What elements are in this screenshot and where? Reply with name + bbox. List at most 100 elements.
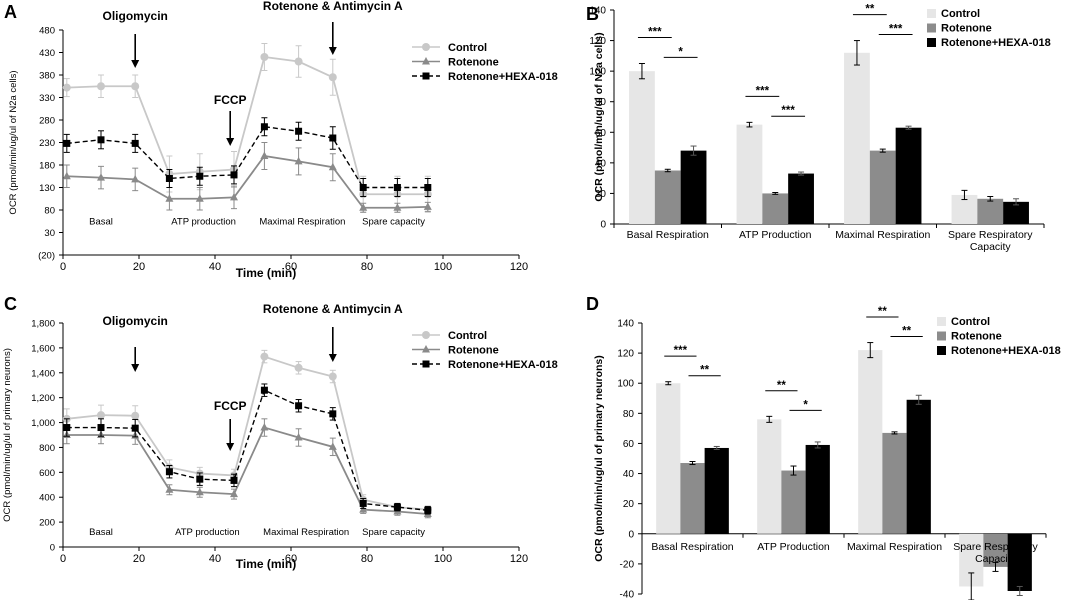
data-point bbox=[195, 487, 204, 496]
y-axis-label: OCR (pmol/min/ug/ul of N2a cells) bbox=[593, 32, 605, 201]
x-tick-label: 100 bbox=[434, 261, 452, 273]
legend-label: Control bbox=[941, 8, 980, 20]
x-tick-label: 40 bbox=[209, 553, 221, 565]
annotation-label: Oligomycin bbox=[103, 314, 168, 328]
bar bbox=[1007, 533, 1032, 591]
series-rotenone-hexa-018 bbox=[680, 125, 1029, 224]
significance-label: ** bbox=[878, 306, 887, 318]
data-point bbox=[131, 411, 140, 420]
legend-label: Rotenone bbox=[448, 345, 499, 357]
y-tick-label: 130 bbox=[39, 183, 55, 194]
annotation-label: FCCP bbox=[214, 399, 247, 413]
category-label: Maximal Respiration bbox=[847, 541, 942, 553]
arrow-head bbox=[226, 138, 235, 146]
annotation-label: FCCP bbox=[214, 93, 247, 107]
arrow-head bbox=[131, 60, 140, 68]
series-control bbox=[629, 40, 978, 225]
series-control bbox=[62, 349, 432, 514]
y-axis-label: OCR (pmol/min/ug/ul of primary neurons) bbox=[2, 348, 13, 522]
data-point bbox=[260, 53, 269, 61]
bar bbox=[781, 470, 806, 534]
legend-label: Rotenone+HEXA-018 bbox=[951, 345, 1061, 357]
y-tick-label: 80 bbox=[623, 409, 635, 420]
category-label: Capacity bbox=[970, 241, 1012, 253]
data-point bbox=[359, 499, 367, 507]
data-point bbox=[97, 82, 105, 91]
category-label: Basal Respiration bbox=[651, 541, 733, 553]
data-point bbox=[165, 175, 173, 182]
x-tick-label: 120 bbox=[510, 553, 528, 565]
significance-label: *** bbox=[781, 105, 795, 117]
data-point bbox=[260, 123, 268, 131]
bar bbox=[983, 533, 1008, 567]
data-point bbox=[328, 442, 337, 450]
y-tick-label: 20 bbox=[623, 499, 635, 510]
legend-label: Control bbox=[448, 330, 487, 342]
series-line bbox=[66, 355, 428, 511]
series-line bbox=[66, 389, 428, 511]
y-axis-label: OCR (pmol/min/ug/ul of N2a cells) bbox=[8, 70, 19, 214]
legend-label: Rotenone+HEXA-018 bbox=[448, 71, 558, 83]
significance-label: ** bbox=[865, 4, 874, 16]
legend-label: Rotenone bbox=[951, 331, 1002, 343]
legend-swatch bbox=[937, 331, 946, 341]
data-point bbox=[195, 194, 204, 202]
y-tick-label: 230 bbox=[39, 138, 55, 149]
data-point bbox=[393, 503, 401, 511]
bar bbox=[977, 198, 1004, 224]
category-label: Capacity bbox=[975, 553, 1017, 565]
x-axis-label: Time (min) bbox=[236, 557, 296, 571]
y-tick-label: 20 bbox=[595, 189, 607, 200]
legend-label: Rotenone+HEXA-018 bbox=[448, 359, 558, 371]
y-tick-label: 40 bbox=[595, 158, 607, 169]
series-line bbox=[66, 125, 428, 189]
x-tick-label: 40 bbox=[209, 261, 221, 273]
y-tick-label: -40 bbox=[620, 590, 635, 600]
significance-label: *** bbox=[889, 23, 903, 35]
y-tick-label: 1,200 bbox=[31, 393, 55, 404]
data-point bbox=[328, 73, 337, 82]
legend-label: Rotenone bbox=[941, 23, 992, 35]
panel-label: A bbox=[4, 2, 17, 22]
y-tick-label: 140 bbox=[589, 6, 606, 17]
significance-label: *** bbox=[756, 85, 770, 97]
legend-marker bbox=[422, 43, 430, 51]
series-rotenone-hexa-018 bbox=[63, 383, 432, 515]
y-tick-label: 80 bbox=[595, 97, 607, 108]
data-point bbox=[328, 162, 337, 171]
legend-swatch bbox=[927, 38, 936, 47]
data-point bbox=[131, 174, 140, 183]
legend-swatch bbox=[927, 23, 936, 33]
y-axis-label: OCR (pmol/min/ug/ul of primary neurons) bbox=[593, 355, 605, 562]
data-point bbox=[196, 172, 204, 180]
bar bbox=[704, 447, 729, 534]
bar bbox=[858, 350, 883, 534]
series-line bbox=[66, 56, 428, 196]
series-line bbox=[66, 426, 428, 515]
data-point bbox=[165, 468, 173, 476]
x-tick-label: 20 bbox=[133, 261, 145, 273]
y-tick-label: 100 bbox=[617, 379, 634, 390]
bar bbox=[869, 150, 896, 224]
y-tick-label: 40 bbox=[623, 469, 635, 480]
data-point bbox=[260, 151, 269, 159]
series-line bbox=[66, 155, 428, 209]
legend-marker bbox=[422, 331, 430, 339]
data-point bbox=[63, 139, 71, 147]
data-point bbox=[294, 432, 303, 441]
bar bbox=[680, 463, 705, 534]
x-tick-label: 80 bbox=[361, 261, 373, 273]
annotation-label: Rotenone & Antimycin A bbox=[263, 0, 403, 13]
x-tick-label: 120 bbox=[510, 261, 528, 273]
data-point bbox=[97, 173, 105, 181]
legend-swatch bbox=[937, 346, 946, 355]
phase-label: Spare capacity bbox=[362, 216, 425, 227]
significance-label: * bbox=[678, 46, 683, 58]
y-tick-label: 120 bbox=[589, 36, 606, 47]
series-rotenone-hexa-018 bbox=[63, 117, 432, 197]
panel-label: B bbox=[586, 4, 599, 24]
data-point bbox=[423, 202, 432, 210]
panel-label: D bbox=[586, 294, 599, 314]
bar bbox=[656, 383, 681, 534]
category-label: Basal Respiration bbox=[627, 229, 709, 241]
